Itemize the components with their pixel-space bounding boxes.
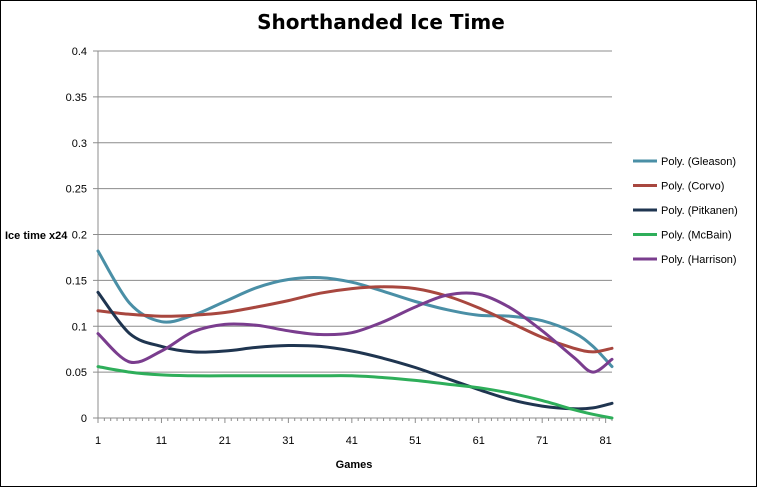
legend: Poly. (Gleason) Poly. (Corvo) Poly. (Pitka… — [633, 156, 738, 266]
y-tick-label: 0.3 — [72, 138, 87, 150]
x-tick-label: 11 — [156, 435, 167, 447]
y-tick-label: 0.4 — [72, 46, 87, 58]
y-tick-label: 0 — [81, 413, 87, 425]
y-tick-labels: 0 0.05 0.1 0.15 0.2 0.25 0.3 0.35 0.4 — [66, 46, 87, 425]
legend-label-poly-mcbain: Poly. (McBain) — [661, 230, 732, 242]
x-tick-label: 71 — [536, 435, 548, 447]
series-line-poly-mcbain — [96, 365, 614, 420]
legend-label-poly-gleason: Poly. (Gleason) — [661, 156, 736, 168]
gridlines — [93, 50, 612, 419]
series-line-poly-pitkanen — [96, 290, 614, 411]
series-line-poly-corvo — [96, 285, 614, 354]
legend-label-poly-pitkanen: Poly. (Pitkanen) — [661, 205, 738, 217]
y-tick-label: 0.2 — [72, 230, 87, 242]
x-tick-label: 31 — [282, 435, 294, 447]
x-axis-label: Games — [336, 459, 373, 471]
x-tick-labels: 1 11 21 31 41 51 61 71 81 — [95, 418, 613, 447]
legend-label-poly-harrison: Poly. (Harrison) — [661, 254, 737, 266]
chart-title: Shorthanded Ice Time — [257, 10, 505, 34]
axes — [97, 51, 612, 419]
y-tick-label: 0.05 — [66, 367, 87, 379]
y-tick-label: 0.35 — [66, 92, 87, 104]
x-tick-label: 1 — [95, 435, 101, 447]
y-tick-label: 0.25 — [66, 184, 87, 196]
series-line-poly-harrison — [96, 291, 614, 374]
x-tick-label: 51 — [409, 435, 421, 447]
legend-label-poly-corvo: Poly. (Corvo) — [661, 181, 724, 193]
series-lines — [96, 249, 614, 420]
y-axis-label: Ice time x24 — [5, 230, 68, 242]
x-tick-label: 41 — [346, 435, 358, 447]
y-tick-label: 0.15 — [66, 275, 87, 287]
x-tick-label: 81 — [600, 435, 612, 447]
x-tick-label: 21 — [219, 435, 231, 447]
y-tick-label: 0.1 — [72, 321, 87, 333]
x-tick-label: 61 — [473, 435, 485, 447]
